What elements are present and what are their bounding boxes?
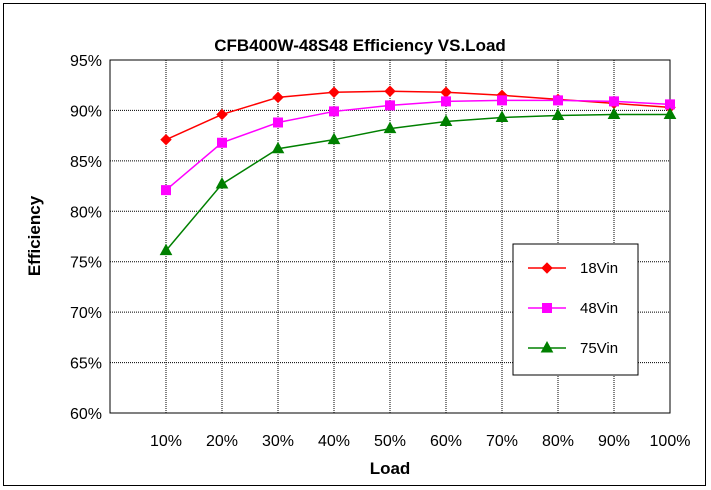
series-48Vin: [161, 95, 675, 196]
y-tick-label: 70%: [70, 305, 102, 322]
legend-box: [512, 243, 639, 376]
data-point: [271, 141, 285, 154]
legend-item: 18Vin: [528, 260, 618, 277]
x-tick-label: 100%: [650, 433, 691, 450]
data-point: [272, 91, 284, 104]
legend-label: 48Vin: [580, 300, 618, 317]
series-line: [165, 99, 671, 191]
data-point: [327, 132, 341, 145]
y-axis-ticks: 60% 65% 70% 75% 80% 85% 90% 95%: [70, 53, 102, 423]
legend-marker: [541, 262, 553, 274]
data-point: [160, 133, 172, 146]
series-line: [165, 113, 670, 252]
x-tick-label: 60%: [430, 433, 462, 450]
plot-area: [109, 59, 671, 414]
data-point: [385, 100, 395, 111]
legend-item: 48Vin: [528, 300, 618, 317]
data-point: [441, 96, 451, 107]
data-point: [215, 177, 229, 189]
data-point: [497, 95, 507, 106]
data-point: [439, 114, 453, 127]
legend-item: 75Vin: [528, 340, 618, 357]
y-tick-label: 90%: [70, 103, 102, 120]
x-tick-label: 90%: [598, 433, 630, 450]
x-tick-label: 30%: [262, 433, 294, 450]
data-point: [440, 86, 452, 98]
legend-marker: [542, 303, 552, 313]
y-tick-label: 65%: [70, 356, 102, 373]
x-tick-label: 20%: [206, 433, 238, 450]
x-tick-label: 80%: [542, 433, 574, 450]
series-75Vin: [159, 107, 677, 256]
data-point: [329, 106, 339, 117]
y-tick-label: 60%: [70, 406, 102, 423]
data-point: [495, 110, 509, 122]
x-tick-label: 50%: [374, 433, 406, 450]
x-tick-label: 10%: [150, 433, 182, 450]
series-group: [159, 85, 677, 256]
data-point: [607, 107, 621, 119]
x-axis-label: Load: [370, 459, 411, 478]
data-point: [551, 108, 565, 120]
chart-title: CFB400W-48S48 Efficiency VS.Load: [214, 36, 506, 55]
y-tick-label: 85%: [70, 154, 102, 171]
data-point: [663, 107, 677, 119]
data-point: [384, 85, 396, 97]
legend-marker: [540, 340, 554, 353]
x-tick-label: 40%: [318, 433, 350, 450]
data-point: [383, 121, 397, 134]
x-tick-label: 70%: [486, 433, 518, 450]
data-point: [216, 108, 228, 121]
y-axis-label: Efficiency: [25, 195, 44, 276]
data-point: [217, 137, 227, 148]
y-tick-label: 95%: [70, 53, 102, 70]
y-tick-label: 80%: [70, 204, 102, 221]
data-point: [159, 243, 173, 256]
data-point: [665, 99, 675, 110]
legend-label: 75Vin: [580, 340, 618, 357]
data-point: [328, 86, 340, 98]
data-point: [273, 117, 283, 128]
data-point: [161, 185, 171, 196]
y-tick-label: 75%: [70, 255, 102, 272]
legend-label: 18Vin: [580, 260, 618, 277]
data-point: [553, 95, 563, 106]
legend: 18Vin 48Vin 75Vin: [512, 243, 639, 376]
x-axis-ticks: 10% 20% 30% 40% 50% 60% 70% 80% 90% 100%: [150, 433, 690, 450]
data-point: [609, 96, 619, 107]
